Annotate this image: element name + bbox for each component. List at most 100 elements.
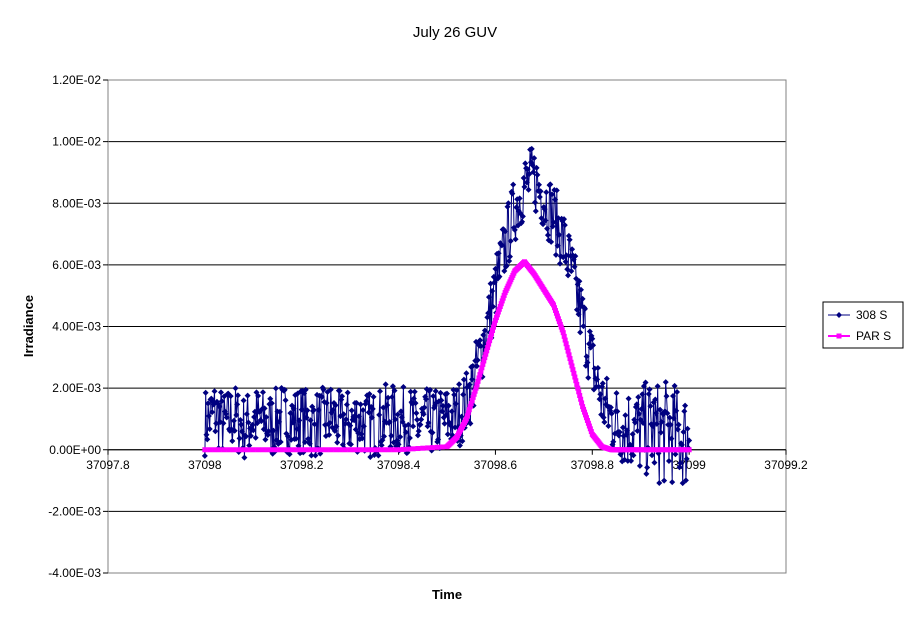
x-tick-label: 37098.2 [280, 458, 324, 472]
series-308-s-point [201, 452, 208, 459]
series-308-s-point [525, 186, 532, 193]
series-308-s-point [684, 425, 691, 432]
series-308-s-point [639, 391, 646, 398]
series-308-s-point [298, 406, 305, 413]
series-308-s-point [381, 433, 388, 440]
series-308-s-point [605, 422, 612, 429]
series-par-s-point [376, 447, 382, 453]
series-308-s-point [469, 362, 476, 369]
y-tick-label: -4.00E-03 [48, 566, 101, 580]
series-par-s-point [362, 447, 368, 453]
series-308-s-point [661, 477, 668, 484]
series-308-s-point [671, 382, 678, 389]
series-308-s-point [664, 410, 671, 417]
series-308-s-point [677, 460, 684, 467]
series-308-s-point [657, 406, 664, 413]
series-308-s-point [608, 410, 615, 417]
chart-title: July 26 GUV [413, 24, 497, 41]
series-308-s-point [375, 452, 382, 459]
series-308-s-point [529, 162, 536, 169]
series-308-s-point [356, 413, 363, 420]
series-308-s-point [663, 393, 670, 400]
series-308-s-point [686, 437, 693, 444]
series-308-s-point [489, 287, 496, 294]
series-308-s-point [509, 190, 516, 197]
series-308-s-point [247, 432, 254, 439]
series-308-s-point [561, 222, 568, 229]
series-308-s-point [625, 395, 632, 402]
series-308-s-point [601, 419, 608, 426]
series-308-s-point [293, 435, 300, 442]
series-308-s-point [262, 436, 269, 443]
series-308-s-point [502, 228, 509, 235]
series-308-s-point [513, 204, 520, 211]
series-308-s-point [580, 323, 587, 330]
series-308-s-point [678, 441, 685, 448]
series-308-s-point [496, 273, 503, 280]
series-par-s-point [553, 310, 559, 316]
series-par-s-point [396, 447, 402, 453]
series-308-s-point [459, 438, 466, 445]
series-308-s-point [281, 386, 288, 393]
series-par-s-point [587, 426, 593, 432]
series-308-s-point [666, 414, 673, 421]
series-308-s-point [532, 208, 539, 215]
y-tick-label: -2.00E-03 [48, 504, 101, 518]
series-par-s-point [583, 415, 589, 421]
series-308-s-point [265, 428, 272, 435]
series-308-s-point [634, 427, 641, 434]
series-par-s-point [434, 444, 440, 450]
series-par-s-point [466, 407, 472, 413]
series-308-s-point [264, 432, 271, 439]
series-308-s-point [469, 376, 476, 383]
y-tick-label: 1.00E-02 [52, 135, 101, 149]
series-par-s-point [570, 367, 576, 373]
series-308-s-point [347, 422, 354, 429]
series-par-s-point [490, 328, 496, 334]
series-308-s-point [205, 400, 212, 407]
series-par-s-point [557, 321, 563, 327]
series-308-s-point [376, 411, 383, 418]
series-308-s-point [520, 175, 527, 182]
series-par-s-point [556, 319, 562, 325]
series-308-s-point [211, 388, 218, 395]
series-308-s-point [640, 419, 647, 426]
series-308-s-point [516, 195, 523, 202]
series-308-s-point [330, 406, 337, 413]
series-par-s-point [473, 385, 479, 391]
series-par-s-point [304, 447, 310, 453]
series-par-s-point [463, 416, 469, 422]
series-par-s-point [567, 356, 573, 362]
x-tick-label: 37098.8 [571, 458, 615, 472]
series-308-s-point [466, 381, 473, 388]
series-308-s-point [485, 294, 492, 301]
series-308-s-point [395, 441, 402, 448]
series-308-s-point [402, 429, 409, 436]
series-308-s-point [453, 387, 460, 394]
series-308-s-point [642, 379, 649, 386]
series-308-s-point [320, 386, 327, 393]
series-308-s-point [443, 411, 450, 418]
x-tick-label: 37098 [188, 458, 222, 472]
series-308-s-point [370, 393, 377, 400]
series-308-s-point [658, 418, 665, 425]
series-308-s-point [227, 393, 234, 400]
series-308-s-point [276, 408, 283, 415]
x-tick-label: 37098.6 [474, 458, 518, 472]
series-308-s-point [238, 421, 245, 428]
series-308-s-point [603, 375, 610, 382]
series-308-s-point [523, 179, 530, 186]
series-par-s-point [492, 317, 498, 323]
series-308-s-point [218, 389, 224, 396]
series-308-s-point [231, 427, 238, 434]
series-308-s-point [460, 376, 467, 383]
series-308-s-point [680, 429, 687, 436]
series-par-s-point [499, 298, 505, 304]
series-308-s-point [507, 237, 514, 244]
series-308-s-point [315, 407, 322, 414]
series-308-s-point [653, 410, 660, 417]
series-308-s-point [287, 410, 294, 417]
series-par-s-point [487, 338, 493, 344]
series-308-s-point [284, 433, 291, 440]
